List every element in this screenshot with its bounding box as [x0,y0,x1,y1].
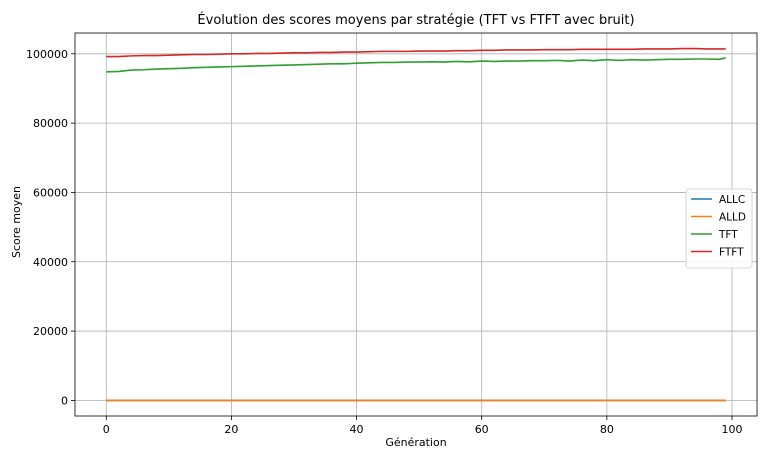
x-axis-ticks: 0 20 40 60 80 100 [103,416,742,436]
x-tick-label: 80 [600,423,614,436]
series-lines [106,47,726,402]
x-tick-label: 60 [475,423,489,436]
y-tick-label: 0 [61,394,68,407]
legend-label: ALLD [719,212,746,224]
x-tick-label: 100 [721,423,742,436]
y-tick-label: 20000 [33,325,68,338]
legend-label: ALLC [719,194,745,206]
x-tick-label: 0 [103,423,110,436]
y-tick-label: 60000 [33,186,68,199]
legend: ALLC ALLD TFT FTFT [685,188,753,269]
chart-title: Évolution des scores moyens par stratégi… [197,12,634,28]
x-axis-label: Génération [385,436,446,449]
y-tick-label: 80000 [33,117,68,130]
y-axis-label: Score moyen [10,186,23,258]
y-tick-label: 100000 [26,48,68,61]
y-tick-label: 40000 [33,256,68,269]
y-axis-ticks: 0 20000 40000 60000 80000 100000 [26,48,75,407]
x-tick-label: 20 [224,423,238,436]
legend-label: TFT [718,229,738,241]
series-line-tft [106,57,726,73]
legend-label: FTFT [719,247,744,259]
grid [75,33,757,416]
x-tick-label: 40 [350,423,364,436]
series-line-ftft [106,47,726,58]
plot-area-frame [74,32,758,417]
legend-box [685,188,753,269]
